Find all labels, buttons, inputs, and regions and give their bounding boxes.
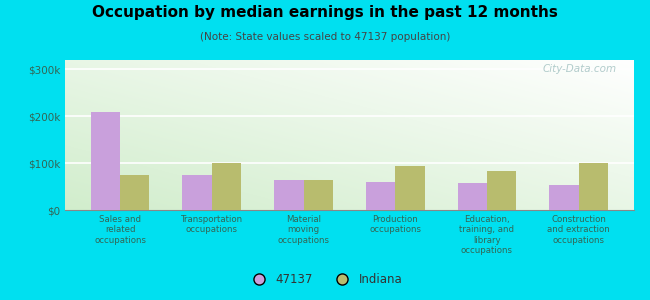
Bar <box>212 163 241 210</box>
Bar <box>274 179 304 210</box>
Bar <box>395 167 424 210</box>
Bar <box>487 171 516 210</box>
Bar <box>91 112 120 210</box>
Bar <box>458 183 487 210</box>
Bar <box>304 179 333 210</box>
Bar <box>183 175 212 210</box>
Bar <box>578 163 608 210</box>
Bar <box>120 175 150 210</box>
Text: (Note: State values scaled to 47137 population): (Note: State values scaled to 47137 popu… <box>200 32 450 41</box>
Text: City-Data.com: City-Data.com <box>543 64 617 74</box>
Bar <box>549 185 578 210</box>
Text: Occupation by median earnings in the past 12 months: Occupation by median earnings in the pas… <box>92 4 558 20</box>
Bar <box>366 182 395 210</box>
Legend: 47137, Indiana: 47137, Indiana <box>242 269 408 291</box>
